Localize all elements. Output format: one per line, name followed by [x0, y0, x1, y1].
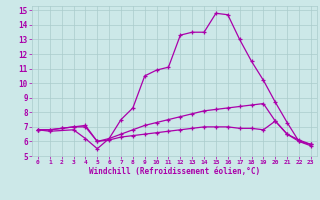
X-axis label: Windchill (Refroidissement éolien,°C): Windchill (Refroidissement éolien,°C) — [89, 167, 260, 176]
